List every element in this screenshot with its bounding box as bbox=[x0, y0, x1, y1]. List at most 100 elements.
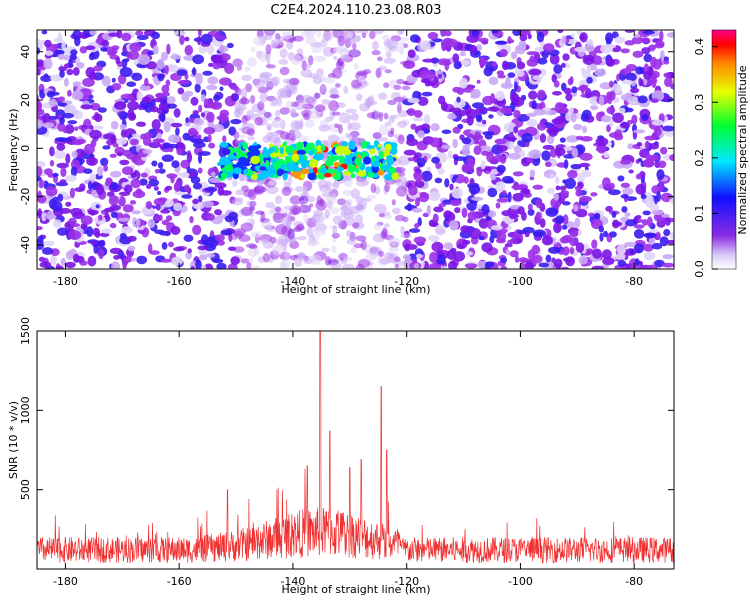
spectrogram-blob bbox=[274, 206, 282, 213]
spectrogram-blob bbox=[293, 35, 304, 42]
spectrogram-blob bbox=[579, 195, 592, 202]
spectrogram-blob bbox=[37, 176, 42, 182]
spectrogram-blob bbox=[69, 54, 77, 60]
spectrogram-blob bbox=[612, 112, 624, 124]
spectrogram-blob bbox=[532, 184, 544, 190]
spectrogram-blob bbox=[460, 225, 470, 233]
spectrogram-blob bbox=[255, 210, 265, 215]
spectrogram-blob bbox=[653, 127, 662, 137]
spectrogram-blob bbox=[224, 215, 234, 223]
spectrogram-blob bbox=[476, 44, 483, 51]
spectrogram-blob bbox=[52, 172, 59, 178]
spectrogram-signal-blob bbox=[220, 172, 228, 179]
spectrogram-blob bbox=[39, 179, 44, 189]
spectrogram-blob bbox=[239, 104, 247, 111]
spectrogram-blob bbox=[152, 138, 165, 144]
spectrogram-blob bbox=[245, 243, 257, 249]
spectrogram-blob bbox=[206, 44, 215, 55]
spectrogram-blob bbox=[245, 83, 253, 93]
spectrogram-blob bbox=[109, 247, 122, 255]
spectrogram-blob bbox=[110, 211, 118, 219]
spectrogram-blob bbox=[526, 157, 534, 163]
spectrogram-blob bbox=[447, 114, 457, 120]
spectrogram-blob bbox=[541, 235, 553, 246]
spectrogram-blob bbox=[648, 67, 654, 76]
spectrogram-blob bbox=[661, 262, 674, 268]
spectrogram-blob bbox=[158, 168, 166, 174]
spectrogram-blob bbox=[126, 81, 137, 87]
spectrogram-blob bbox=[127, 108, 135, 120]
spectrogram-blob bbox=[352, 222, 360, 229]
spectrogram-blob bbox=[303, 214, 309, 224]
spectrogram-blob bbox=[94, 113, 103, 123]
spectrogram-blob bbox=[275, 224, 288, 235]
spectrogram-blob bbox=[332, 67, 343, 79]
spectrogram-blob bbox=[150, 106, 159, 113]
spectrogram-blob bbox=[41, 30, 48, 35]
snr-panel: -180 -160 -140 -120 -100 -80 500 1000 1500 Heigh… bbox=[7, 317, 675, 596]
spectrogram-blob bbox=[417, 130, 425, 139]
spectrogram-blob bbox=[86, 156, 98, 166]
spectrogram-signal-blob bbox=[317, 172, 326, 180]
spectrogram-blob bbox=[151, 119, 161, 131]
spectrogram-blob bbox=[121, 32, 132, 42]
spectrogram-blob bbox=[240, 222, 254, 232]
y-tick-label: 40 bbox=[19, 45, 32, 59]
spectrogram-blob bbox=[291, 101, 299, 108]
spectrogram-blob bbox=[41, 216, 47, 222]
spectrogram-blob bbox=[393, 84, 402, 91]
spectrogram-blob bbox=[62, 112, 74, 119]
spectrogram-blob bbox=[166, 43, 171, 55]
spectrogram-blob bbox=[473, 145, 482, 155]
spectrogram-blob bbox=[507, 72, 516, 78]
spectrogram-blob bbox=[257, 86, 269, 94]
spectrogram-blob bbox=[226, 42, 234, 49]
spectrogram-blob bbox=[192, 110, 199, 115]
spectrogram-blob bbox=[461, 207, 468, 218]
spectrogram-signal-blob bbox=[384, 143, 392, 152]
spectrogram-blob bbox=[637, 158, 643, 163]
spectrogram-blob bbox=[396, 185, 408, 197]
spectrogram-blob bbox=[584, 88, 592, 99]
spectrogram-blob bbox=[567, 78, 573, 86]
spectrogram-blob bbox=[488, 210, 497, 218]
spectrogram-signal-blob bbox=[279, 146, 284, 155]
spectrogram-blob bbox=[527, 208, 535, 216]
spectrogram-blob bbox=[411, 207, 423, 213]
spectrogram-blob bbox=[463, 176, 469, 184]
spectrogram-blob bbox=[609, 80, 614, 88]
spectrogram-blob bbox=[570, 33, 575, 38]
spectrogram-blob bbox=[420, 78, 430, 84]
spectrogram-blob bbox=[214, 234, 225, 242]
spectrogram-blob bbox=[516, 70, 525, 77]
spectrogram-blob bbox=[346, 238, 356, 245]
spectrogram-blob bbox=[599, 232, 604, 242]
spectrogram-blob bbox=[496, 231, 507, 242]
spectrogram-blob bbox=[640, 37, 650, 43]
spectrogram-blob bbox=[563, 159, 569, 170]
spectrogram-blob bbox=[257, 101, 265, 111]
spectrogram-blob bbox=[52, 43, 59, 49]
spectrogram-blob bbox=[321, 247, 330, 252]
spectrogram-blob bbox=[580, 67, 586, 74]
spectrogram-blob bbox=[434, 177, 443, 184]
spectrogram-blob bbox=[512, 30, 522, 36]
spectrogram-blob bbox=[209, 231, 214, 237]
spectrogram-blob bbox=[651, 242, 663, 250]
spectrogram-blob bbox=[614, 129, 623, 138]
spectrogram-blob bbox=[49, 146, 55, 157]
spectrogram-blob bbox=[447, 150, 453, 160]
spectrogram-blob bbox=[501, 60, 509, 71]
spectrogram-blob bbox=[156, 58, 165, 70]
spectrogram-blob bbox=[60, 102, 68, 108]
spectrogram-blob bbox=[448, 260, 458, 269]
spectrogram-blob bbox=[166, 173, 178, 179]
spectrogram-blob bbox=[71, 90, 84, 101]
spectrogram-blob bbox=[561, 35, 567, 44]
snr-ticks: -180 -160 -140 -120 -100 -80 500 1000 1500 bbox=[19, 317, 674, 588]
spectrogram-blob bbox=[202, 200, 214, 208]
spectrogram-blob bbox=[407, 157, 415, 162]
spectrogram-blob bbox=[201, 264, 207, 269]
spectrogram-blob bbox=[471, 30, 479, 37]
spectrogram-blob bbox=[135, 218, 141, 227]
